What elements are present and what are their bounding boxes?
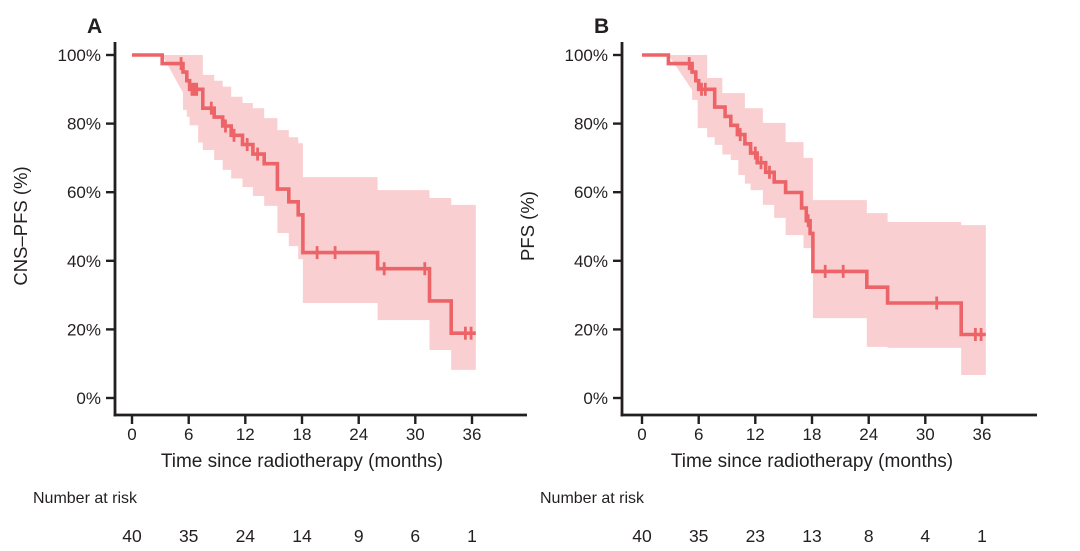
y-tick-label: 80% (574, 115, 608, 134)
x-tick-label: 36 (973, 425, 992, 444)
y-tick-label: 40% (67, 252, 101, 271)
number-at-risk-value: 6 (410, 526, 420, 546)
number-at-risk-value: 1 (977, 526, 987, 546)
y-tick-label: 20% (67, 320, 101, 339)
number-at-risk-value: 4 (920, 526, 930, 546)
x-axis-title: Time since radiotherapy (months) (671, 451, 953, 472)
y-tick-label: 60% (67, 183, 101, 202)
y-tick-label: 40% (574, 252, 608, 271)
number-at-risk-value: 13 (802, 526, 821, 546)
y-tick-label: 0% (583, 389, 608, 408)
confidence-band (162, 55, 476, 370)
km-curve (642, 53, 986, 337)
number-at-risk-value: 35 (179, 526, 198, 546)
y-tick-label: 60% (574, 183, 608, 202)
x-tick-label: 12 (746, 425, 765, 444)
x-tick-label: 30 (406, 425, 425, 444)
number-at-risk-value: 35 (689, 526, 708, 546)
number-at-risk-value: 23 (746, 526, 765, 546)
x-tick-label: 18 (293, 425, 312, 444)
x-tick-label: 12 (236, 425, 255, 444)
panel-label: A (87, 15, 102, 38)
y-tick-label: 20% (574, 320, 608, 339)
y-tick-label: 0% (76, 389, 101, 408)
number-at-risk-value: 40 (632, 526, 652, 546)
y-axis-title: PFS (%) (517, 191, 538, 261)
x-tick-label: 6 (694, 425, 703, 444)
x-tick-label: 0 (637, 425, 646, 444)
number-at-risk-value: 24 (236, 526, 256, 546)
number-at-risk-value: 9 (354, 526, 364, 546)
x-tick-label: 6 (184, 425, 193, 444)
x-tick-label: 24 (859, 425, 878, 444)
y-axis-title: CNS–PFS (%) (10, 166, 31, 285)
number-at-risk-label: Number at risk (540, 490, 645, 507)
confidence-band (668, 55, 986, 375)
number-at-risk-value: 40 (122, 526, 142, 546)
number-at-risk-value: 14 (292, 526, 312, 546)
number-at-risk-label: Number at risk (33, 490, 138, 507)
y-tick-label: 80% (67, 115, 101, 134)
x-tick-label: 18 (803, 425, 822, 444)
x-tick-label: 36 (463, 425, 482, 444)
panel-label: B (594, 15, 609, 38)
number-at-risk-value: 1 (467, 526, 477, 546)
x-axis-title: Time since radiotherapy (months) (161, 451, 443, 472)
x-tick-label: 0 (127, 425, 136, 444)
number-at-risk-value: 8 (864, 526, 874, 546)
y-tick-label: 100% (565, 46, 608, 65)
x-tick-label: 30 (916, 425, 935, 444)
y-tick-label: 100% (58, 46, 101, 65)
x-tick-label: 24 (349, 425, 368, 444)
